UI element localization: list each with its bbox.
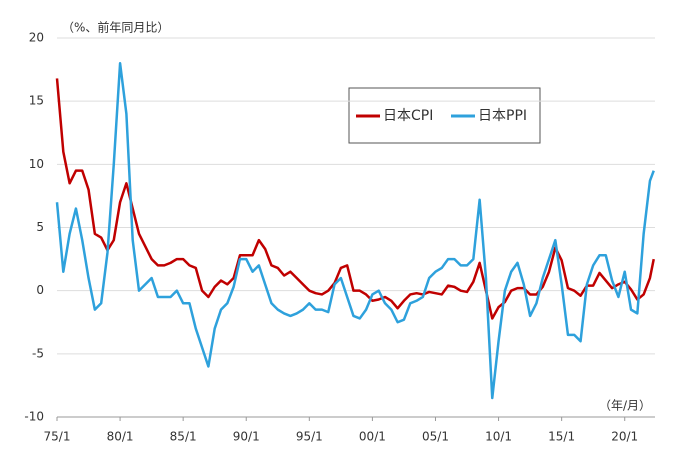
x-tick-label: 95/1 — [296, 430, 323, 444]
x-tick-label: 00/1 — [359, 430, 386, 444]
legend-label: 日本CPI — [383, 108, 433, 124]
x-tick-label: 90/1 — [233, 430, 260, 444]
y-tick-label: 5 — [36, 220, 44, 234]
y-tick-label: 20 — [29, 31, 44, 45]
x-axis-label: （年/月） — [599, 399, 651, 413]
x-tick-label: 15/1 — [548, 430, 575, 444]
x-tick-label: 85/1 — [170, 430, 197, 444]
y-tick-label: 10 — [29, 157, 44, 171]
x-tick-label: 05/1 — [422, 430, 449, 444]
x-tick-label: 80/1 — [107, 430, 134, 444]
y-tick-label: 15 — [29, 94, 44, 108]
legend-box — [348, 87, 541, 144]
data-line — [55, 62, 655, 400]
x-tick-label: 75/1 — [44, 430, 71, 444]
y-tick-label: -5 — [32, 346, 44, 360]
x-tick-label: 10/1 — [485, 430, 512, 444]
x-tick-label: 20/1 — [611, 430, 638, 444]
y-axis-label: （%、前年同月比） — [62, 20, 169, 35]
y-tick-label: -10 — [24, 410, 44, 424]
legend-label: 日本PPI — [478, 108, 527, 124]
y-tick-label: 0 — [36, 283, 44, 297]
